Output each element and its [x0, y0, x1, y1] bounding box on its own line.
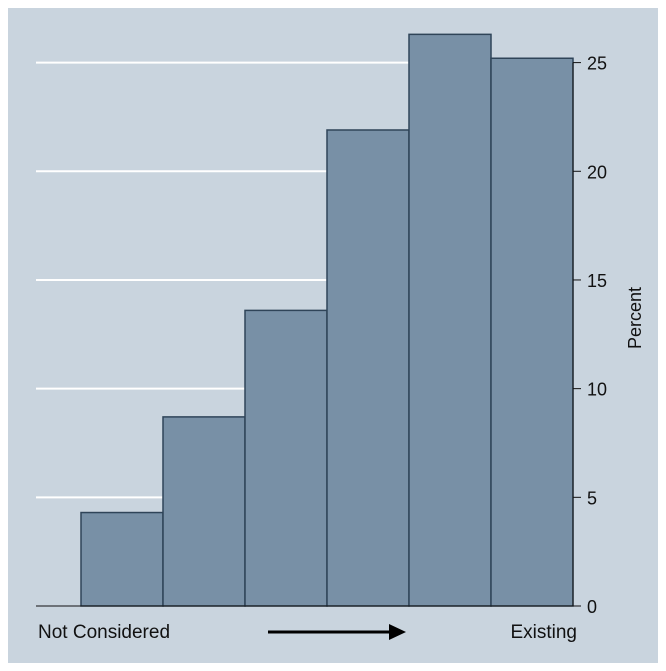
direction-arrow-icon: [268, 624, 406, 640]
bar: [326, 129, 410, 607]
bar: [244, 309, 328, 607]
bars: [80, 33, 574, 607]
y-tick-label: 5: [587, 488, 597, 508]
y-axis-title: Percent: [625, 287, 645, 349]
arrow-head: [389, 624, 406, 640]
x-axis-left-label: Not Considered: [38, 622, 170, 643]
bar: [408, 33, 492, 607]
bar: [490, 57, 574, 607]
bar: [162, 416, 246, 607]
y-tick-label: 0: [587, 597, 597, 617]
bar: [80, 511, 164, 607]
y-tick-label: 25: [587, 54, 607, 74]
y-tick-label: 10: [587, 380, 607, 400]
y-tick-label: 15: [587, 271, 607, 291]
y-tick-label: 20: [587, 162, 607, 182]
y-axis: 0 5 10 15 20 25: [36, 54, 607, 617]
x-axis-right-label: Existing: [510, 622, 577, 643]
